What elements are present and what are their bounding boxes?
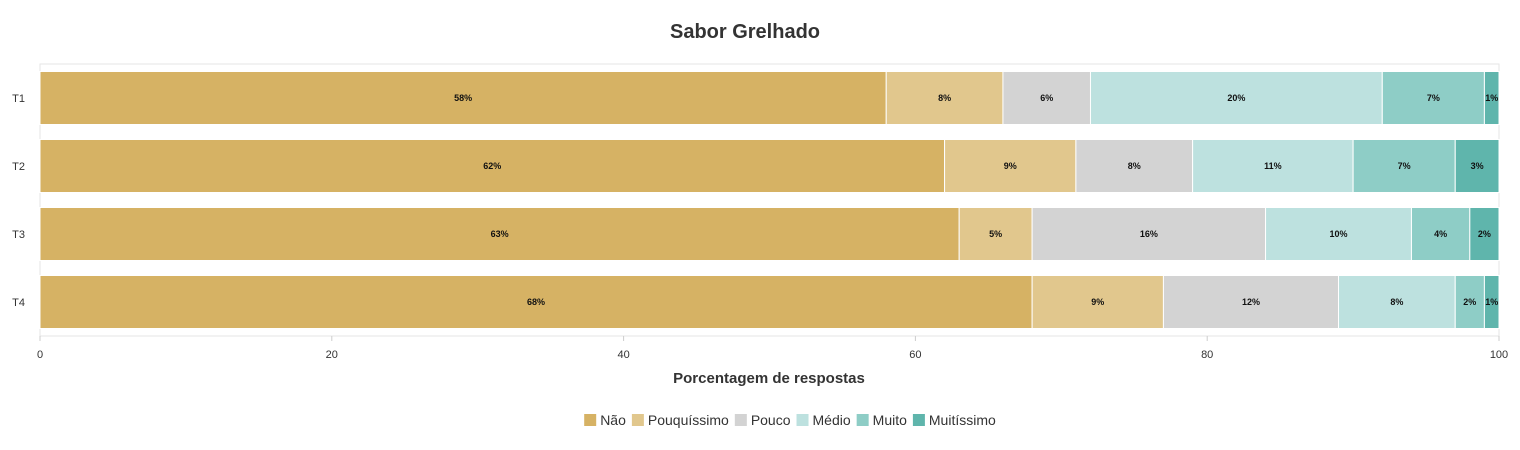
bar-segment (1265, 207, 1412, 261)
data-label: 3% (1471, 161, 1484, 171)
bar-segment (39, 139, 946, 193)
data-label: 11% (1264, 161, 1282, 171)
bar-segment (944, 139, 1077, 193)
data-label: 6% (1040, 93, 1053, 103)
x-tick-label: 80 (1201, 349, 1213, 361)
data-label: 16% (1140, 229, 1158, 239)
data-label: 9% (1004, 161, 1017, 171)
data-label: 8% (938, 93, 951, 103)
data-label: 63% (491, 229, 509, 239)
legend-swatch (584, 414, 597, 426)
bar-segment (39, 207, 960, 261)
legend-swatch (796, 414, 809, 426)
bar-segment (1075, 139, 1194, 193)
bar-segment (1031, 275, 1164, 329)
x-axis-label: Porcentagem de respostas (673, 370, 865, 387)
bar-segment (1483, 71, 1500, 125)
legend-swatch (912, 414, 925, 426)
bar-segment (885, 71, 1004, 125)
data-label: 4% (1434, 229, 1447, 239)
category-label: T4 (12, 297, 25, 309)
x-axis: 0 20 40 60 80 100 (37, 336, 1508, 361)
legend-label: Muitíssimo (929, 412, 996, 428)
category-label: T1 (12, 93, 25, 105)
data-label: 5% (989, 229, 1002, 239)
legend-label: Médio (813, 412, 851, 428)
bar-segment (1192, 139, 1354, 193)
legend-swatch (856, 414, 869, 426)
legend-item: Pouquíssimo (631, 412, 729, 428)
bar-segment (1089, 71, 1383, 125)
plot-frame (39, 63, 1500, 337)
x-tick-label: 20 (326, 349, 338, 361)
legend-item: Muito (856, 412, 907, 428)
legend-item: Muitíssimo (912, 412, 996, 428)
data-label: 1% (1485, 93, 1498, 103)
bar-segment (39, 275, 1033, 329)
bar-segment (39, 71, 887, 125)
data-label: 62% (483, 161, 501, 171)
bar-segment (1469, 207, 1500, 261)
legend-label: Pouquíssimo (648, 412, 729, 428)
bar-segment (1381, 71, 1485, 125)
x-tick-label: 60 (909, 349, 921, 361)
data-label: 8% (1128, 161, 1141, 171)
data-label: 58% (454, 93, 472, 103)
bar-segment (1162, 275, 1340, 329)
chart-title: Sabor Grelhado (670, 21, 820, 43)
legend-item: Pouco (734, 412, 791, 428)
legend-item: Médio (796, 412, 851, 428)
data-label: 8% (1390, 297, 1403, 307)
data-label: 10% (1330, 229, 1348, 239)
legend-swatch (734, 414, 747, 426)
bar-segment (1410, 207, 1471, 261)
data-label: 12% (1242, 297, 1260, 307)
data-label: 20% (1227, 93, 1245, 103)
data-label: 7% (1427, 93, 1440, 103)
bar-segment (1454, 139, 1500, 193)
bar-segment (1031, 207, 1267, 261)
data-label: 7% (1398, 161, 1411, 171)
x-tick-label: 40 (617, 349, 629, 361)
bar-segment (1454, 275, 1485, 329)
data-label: 2% (1463, 297, 1476, 307)
bar-segment (1338, 275, 1456, 329)
legend-swatch (631, 414, 644, 426)
plot-area: T1 58% 8% 6% 20% 7% 1% T2 62% 9% 8% 11% 7% 3% T3 63% 5% 1… (12, 63, 1500, 337)
x-tick-label: 0 (37, 349, 43, 361)
category-label: T3 (12, 229, 25, 241)
legend-item: Não (584, 412, 626, 428)
data-label: 9% (1091, 297, 1104, 307)
legend: Não Pouquíssimo Pouco Médio Muito Muitíssimo (584, 412, 996, 428)
x-tick-label: 100 (1490, 349, 1508, 361)
legend-label: Não (600, 412, 626, 428)
bar-segment (1483, 275, 1500, 329)
legend-label: Pouco (751, 412, 791, 428)
data-label: 2% (1478, 229, 1491, 239)
legend-label: Muito (873, 412, 907, 428)
category-label: T2 (12, 161, 25, 173)
bar-segment (958, 207, 1033, 261)
data-label: 68% (527, 297, 545, 307)
data-label: 1% (1485, 297, 1498, 307)
